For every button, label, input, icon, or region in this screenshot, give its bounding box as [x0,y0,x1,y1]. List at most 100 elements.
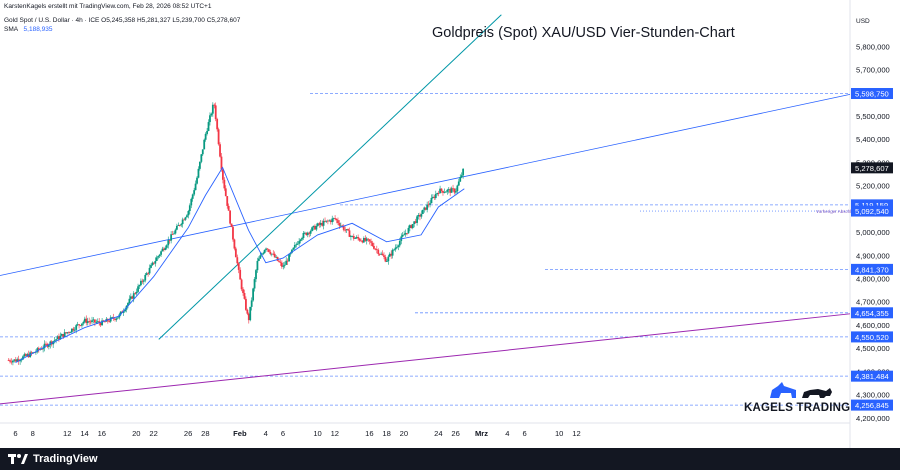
candle-body [124,309,127,312]
candle-body [334,218,336,219]
chart-title: Goldpreis (Spot) XAU/USD Vier-Stunden-Ch… [432,25,735,41]
candle-body [92,319,95,321]
price-label-bg [851,370,893,382]
candle-body [459,177,462,182]
candle-body [206,130,208,134]
candle-body [132,293,135,299]
x-tick-label: 24 [434,429,442,438]
candle-body [168,240,171,241]
price-label: 4,654,355 [855,309,889,318]
candle-body [272,253,275,255]
footer-bar: TradingView [0,448,900,470]
candle-body [268,249,270,252]
candle-body [259,255,262,259]
candle-body [377,249,380,254]
candle-body [209,115,211,123]
candle-body [114,318,116,320]
candle-body [10,361,13,363]
price-label-bg [851,199,893,211]
candle-body [96,321,99,323]
candle-body [222,169,224,180]
candle-body [204,133,207,140]
price-chart: Vorheriger Abschluss USD 5,800,000 5,700,0… [0,0,900,448]
candle-body [299,239,302,242]
x-tick-label: 4 [505,429,509,438]
candle-body [36,348,39,352]
candle-body [217,129,220,145]
candle-body [158,254,161,257]
candle-body [23,354,26,357]
candle-body [26,354,29,356]
symbol-ohlc: Gold Spot / U.S. Dollar · 4h · ICE O5,24… [4,17,241,24]
candle-body [306,232,309,236]
candle-body [434,193,437,198]
candle-body [342,226,345,230]
candle-body [321,222,324,226]
candle-body [257,258,260,261]
x-tick-label: 12 [572,429,580,438]
candle-body [40,349,43,350]
candle-body [243,292,246,299]
sma-legend-label: SMA [4,26,18,33]
candle-body [70,328,73,333]
candle-body [460,175,463,178]
price-label-bg [851,263,893,275]
candle-body [86,321,89,323]
candle-body [370,241,372,243]
candle-body [296,243,299,245]
candle-body [249,306,252,321]
candle-body [252,288,255,301]
candle-body [352,235,355,239]
tradingview-logo[interactable]: TradingView [8,452,98,466]
candle-body [137,286,139,292]
candle-body [339,225,342,227]
chart-background [0,0,900,448]
candle-body [58,336,60,340]
candle-body [393,249,395,251]
candle-body [128,298,131,303]
candle-body [302,233,305,238]
candle-body [426,204,429,210]
candle-body [292,247,295,250]
candle-body [20,359,23,361]
candle-body [408,225,411,228]
x-tick-label: 22 [149,429,157,438]
candle-body [174,229,177,234]
upper-trend-line [0,93,851,276]
candle-body [35,351,37,353]
candle-body [214,105,217,120]
candle-body [457,181,460,186]
candle-body [203,139,206,150]
candle-body [237,263,240,270]
candle-body [298,241,301,244]
candle-body [45,343,47,345]
candle-body [83,318,86,322]
candle-body [380,253,383,255]
candle-body [99,323,102,326]
candle-body [47,344,50,347]
candle-body [270,253,273,255]
candle-body [462,168,465,176]
candle-body [236,257,239,264]
candle-body [367,238,370,240]
candle-body [151,262,154,266]
candle-body [177,225,180,226]
candle-body [255,270,257,280]
candle-body [447,189,450,190]
candle-body [309,230,312,234]
candle-body [357,237,360,239]
x-tick-label: 16 [365,429,373,438]
candle-body [337,220,339,224]
candle-body [275,256,278,258]
candle-body [374,248,377,250]
candle-body [175,225,178,230]
candle-body [269,251,272,255]
candle-body [273,253,276,258]
candle-body [291,249,293,253]
candle-body [452,188,454,190]
candle-body [240,279,243,290]
candle-body [433,196,436,198]
candle-body [75,325,78,330]
candle-body [413,221,416,225]
candle-body [455,191,457,193]
